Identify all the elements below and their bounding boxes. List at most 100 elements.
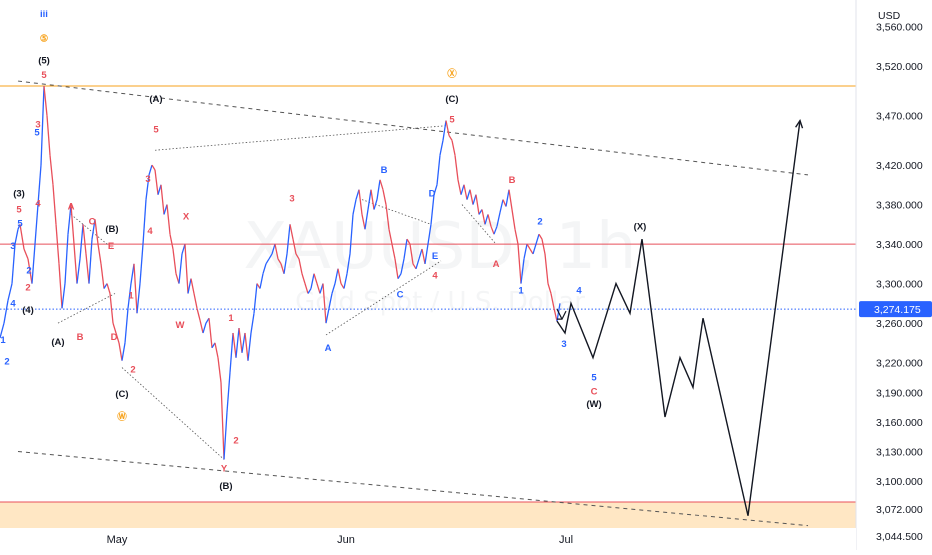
- price-segment: [415, 258, 420, 269]
- price-segment: [553, 308, 558, 322]
- price-segment: [3, 300, 9, 324]
- price-segment: [367, 189, 372, 210]
- month-tick-label: May: [107, 534, 128, 546]
- swing-line-2: [121, 367, 225, 460]
- wave-label: Y: [221, 463, 228, 474]
- wave-label: 2: [130, 365, 135, 376]
- wave-label: 5: [153, 124, 159, 135]
- price-segment: [343, 273, 348, 289]
- wave-label: 1: [128, 290, 134, 301]
- price-segment: [7, 283, 13, 301]
- price-segment: [43, 85, 48, 116]
- price-segment: [340, 283, 345, 289]
- price-tick-label: 3,300.000: [876, 279, 923, 291]
- price-segment: [439, 140, 444, 156]
- price-segment: [412, 263, 417, 270]
- price-tick-label: 3,340.000: [876, 239, 923, 251]
- wave-label: W: [176, 320, 185, 331]
- trendlines-layer: [17, 80, 809, 527]
- price-segment: [217, 357, 222, 383]
- price-segment: [52, 184, 57, 225]
- price-segment: [370, 189, 375, 210]
- price-tick-label: 3,380.000: [876, 200, 923, 212]
- price-segment: [475, 194, 480, 215]
- price-segment: [550, 293, 555, 309]
- wave-label: (C): [115, 389, 128, 400]
- price-segment: [253, 283, 258, 314]
- price-axis[interactable]: USD 3,560.000 3,520.000 3,470.000 3,420.000…: [855, 0, 932, 550]
- price-segment: [172, 248, 177, 274]
- price-segment: [79, 224, 84, 259]
- price-segment: [169, 234, 174, 250]
- wave-label: (5): [38, 55, 50, 66]
- price-segment: [460, 184, 465, 195]
- wave-label: 5: [17, 218, 23, 229]
- price-segment: [529, 248, 534, 255]
- price-segment: [472, 194, 477, 205]
- wave-label: 4: [35, 199, 41, 210]
- price-segment: [355, 189, 360, 200]
- price-segment: [478, 209, 483, 215]
- price-segment: [535, 234, 540, 245]
- wave-label: B: [381, 165, 388, 176]
- price-segment: [493, 226, 498, 235]
- price-segment: [442, 120, 447, 141]
- currency-label: USD: [878, 10, 901, 22]
- wave-label: D: [111, 332, 118, 343]
- wave-label: (X): [634, 221, 647, 232]
- wave-label: 3: [145, 174, 150, 185]
- price-segment: [94, 219, 99, 245]
- wave-label: B: [77, 332, 84, 343]
- price-segment: [112, 322, 117, 334]
- price-segment: [388, 229, 393, 245]
- watermark-symbol: XAUUSD, 1h: [243, 210, 636, 284]
- price-segment: [532, 243, 537, 255]
- price-segment: [490, 226, 495, 235]
- time-axis[interactable]: May Jun Jul: [0, 528, 856, 550]
- wave-label: 2: [26, 266, 31, 277]
- price-segment: [316, 283, 321, 294]
- wave-label: 5: [449, 115, 455, 126]
- price-segment: [520, 258, 525, 284]
- price-segment: [391, 243, 396, 260]
- price-segment: [265, 258, 270, 265]
- price-segment: [310, 273, 315, 289]
- price-segment: [382, 189, 387, 205]
- price-segment: [517, 244, 522, 284]
- price-tick-label: 3,420.000: [876, 160, 923, 172]
- price-segment: [163, 204, 168, 215]
- price-segment: [157, 184, 162, 195]
- price-segment: [262, 263, 267, 274]
- wave-label: 4: [432, 271, 438, 282]
- price-segment: [466, 189, 471, 200]
- price-segment: [118, 342, 123, 361]
- price-tick-label: 3,560.000: [876, 22, 923, 34]
- price-segment: [436, 155, 441, 185]
- price-segment: [451, 140, 456, 156]
- price-segment: [487, 214, 492, 227]
- price-segment: [11, 244, 16, 284]
- price-segment: [49, 155, 54, 185]
- price-segment: [523, 243, 528, 260]
- wave-label: C: [89, 216, 96, 227]
- price-segment: [100, 263, 105, 289]
- price-segment: [457, 179, 462, 195]
- price-segment: [385, 204, 390, 230]
- price-segment: [514, 229, 519, 245]
- price-segment: [199, 320, 204, 334]
- wave-label: D: [429, 189, 436, 200]
- price-segment: [31, 244, 36, 284]
- wave-label: (3): [13, 189, 25, 200]
- price-segment: [409, 243, 414, 264]
- price-segment: [433, 184, 438, 195]
- price-segment: [499, 199, 504, 213]
- price-segment: [115, 332, 120, 344]
- price-segment: [76, 258, 81, 284]
- price-segment: [361, 214, 366, 230]
- price-segment: [394, 258, 399, 279]
- wave-label: (C): [445, 94, 458, 105]
- price-segment: [127, 283, 132, 309]
- price-segment: [538, 233, 543, 240]
- price-segment: [73, 244, 78, 284]
